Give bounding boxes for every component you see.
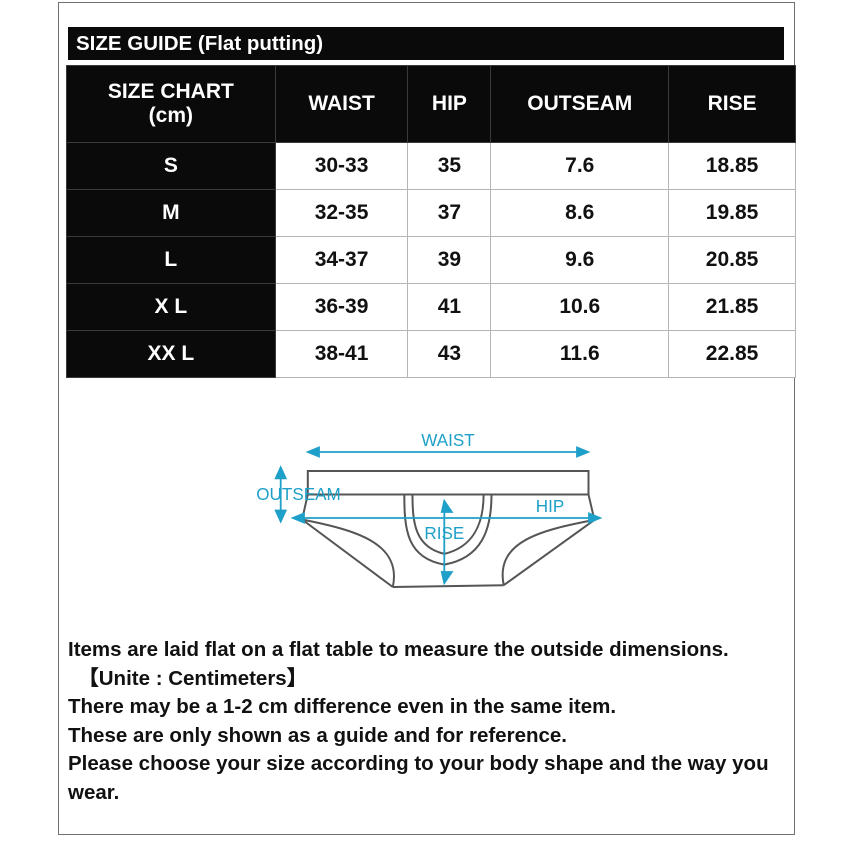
svg-text:HIP: HIP: [536, 497, 565, 516]
svg-text:WAIST: WAIST: [421, 431, 475, 450]
svg-text:RISE: RISE: [424, 524, 464, 543]
svg-text:OUTSEAM: OUTSEAM: [256, 485, 341, 504]
